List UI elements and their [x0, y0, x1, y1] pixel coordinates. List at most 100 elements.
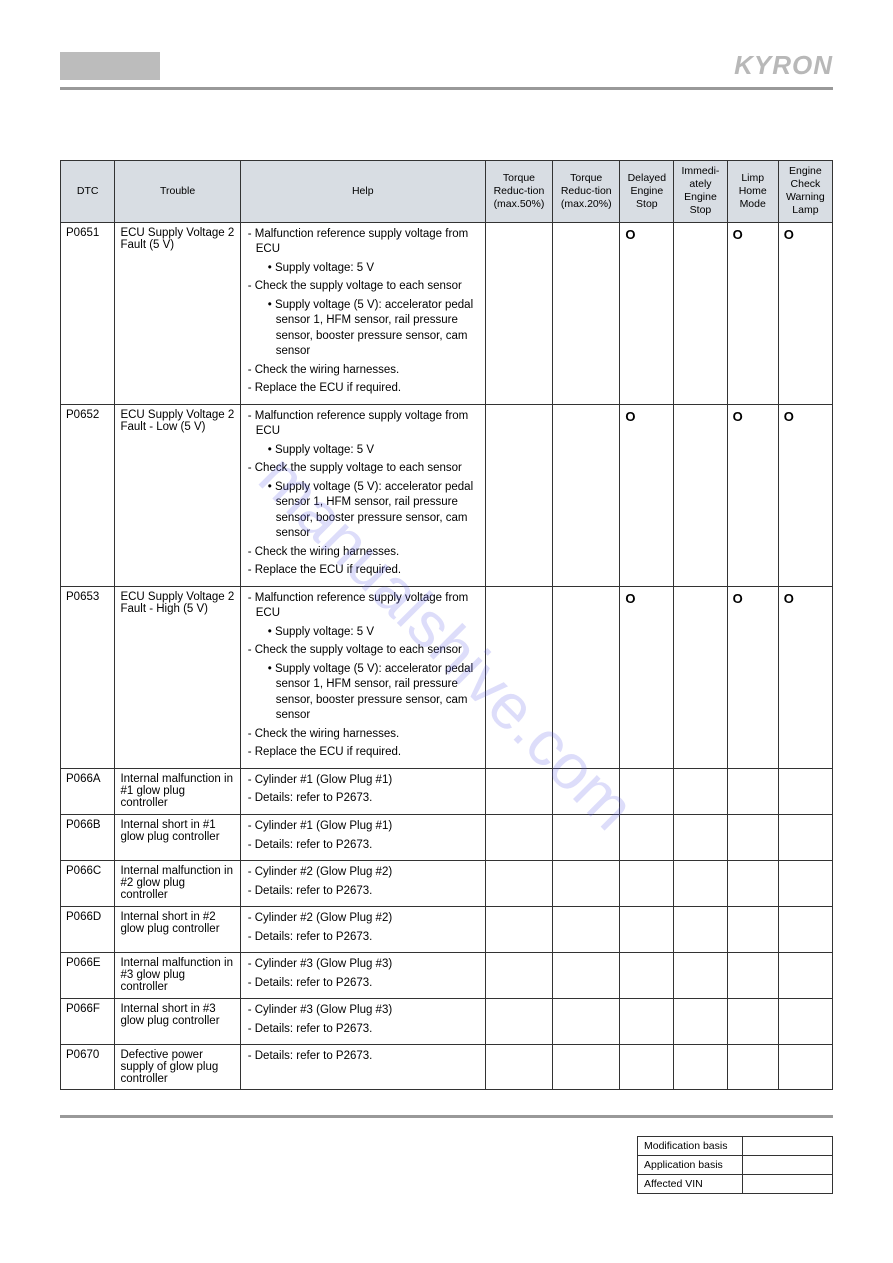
cell-flag — [778, 768, 832, 814]
cell-help: Cylinder #1 (Glow Plug #1) Details: refer… — [240, 768, 485, 814]
cell-flag — [553, 1045, 620, 1090]
cell-flag — [620, 768, 674, 814]
cell-flag: O — [727, 404, 778, 586]
cell-flag — [727, 768, 778, 814]
cell-flag: O — [778, 222, 832, 404]
help-subitem: Supply voltage (5 V): accelerator pedal … — [266, 298, 480, 360]
cell-trouble: Defective power supply of glow plug cont… — [115, 1045, 240, 1090]
cell-flag — [620, 861, 674, 907]
cell-flag — [727, 1045, 778, 1090]
help-item: Malfunction reference supply voltage fro… — [246, 409, 480, 459]
help-item: Check the wiring harnesses. — [246, 545, 480, 561]
th-trouble: Trouble — [115, 161, 240, 223]
cell-flag — [778, 815, 832, 861]
help-item: Replace the ECU if required. — [246, 745, 480, 761]
help-item: Details: refer to P2673. — [246, 884, 480, 900]
page-header: KYRON — [60, 50, 833, 90]
cell-flag — [620, 815, 674, 861]
cell-flag — [553, 999, 620, 1045]
table-header-row: DTC Trouble Help Torque Reduc-tion (max.… — [61, 161, 833, 223]
cell-flag — [485, 586, 552, 768]
th-limp: Limp Home Mode — [727, 161, 778, 223]
cell-flag — [727, 999, 778, 1045]
help-item: Cylinder #1 (Glow Plug #1) — [246, 819, 480, 835]
table-row: P066EInternal malfunction in #3 glow plu… — [61, 953, 833, 999]
cell-flag — [778, 953, 832, 999]
cell-flag — [727, 907, 778, 953]
help-item: Cylinder #1 (Glow Plug #1) — [246, 773, 480, 789]
cell-trouble: ECU Supply Voltage 2 Fault (5 V) — [115, 222, 240, 404]
cell-flag — [553, 815, 620, 861]
help-item: Details: refer to P2673. — [246, 791, 480, 807]
cell-flag — [485, 907, 552, 953]
cell-flag — [778, 861, 832, 907]
cell-flag — [553, 768, 620, 814]
th-help: Help — [240, 161, 485, 223]
help-subitem: Supply voltage: 5 V — [266, 625, 480, 641]
help-item: Cylinder #2 (Glow Plug #2) — [246, 865, 480, 881]
cell-dtc: P0651 — [61, 222, 115, 404]
cell-help: Malfunction reference supply voltage fro… — [240, 222, 485, 404]
header-block — [60, 52, 160, 80]
footer-app-val — [743, 1156, 833, 1175]
cell-flag — [674, 222, 727, 404]
help-item: Check the wiring harnesses. — [246, 363, 480, 379]
help-item: Replace the ECU if required. — [246, 563, 480, 579]
table-row: P066BInternal short in #1 glow plug cont… — [61, 815, 833, 861]
help-item: Check the wiring harnesses. — [246, 727, 480, 743]
cell-dtc: P066B — [61, 815, 115, 861]
cell-flag — [674, 999, 727, 1045]
footer-row: Application basis — [638, 1156, 833, 1175]
table-row: P066AInternal malfunction in #1 glow plu… — [61, 768, 833, 814]
cell-flag — [485, 815, 552, 861]
cell-flag — [620, 1045, 674, 1090]
cell-flag — [727, 815, 778, 861]
cell-dtc: P0653 — [61, 586, 115, 768]
cell-flag — [485, 953, 552, 999]
cell-flag — [620, 907, 674, 953]
help-item: Check the supply voltage to each sensorS… — [246, 279, 480, 360]
footer-row: Affected VIN — [638, 1175, 833, 1194]
help-subitem: Supply voltage (5 V): accelerator pedal … — [266, 662, 480, 724]
cell-trouble: ECU Supply Voltage 2 Fault - Low (5 V) — [115, 404, 240, 586]
cell-help: Cylinder #3 (Glow Plug #3)Details: refer… — [240, 999, 485, 1045]
table-row: P066DInternal short in #2 glow plug cont… — [61, 907, 833, 953]
help-item: Malfunction reference supply voltage fro… — [246, 591, 480, 641]
table-row: P0651ECU Supply Voltage 2 Fault (5 V)Mal… — [61, 222, 833, 404]
dtc-table: DTC Trouble Help Torque Reduc-tion (max.… — [60, 160, 833, 1090]
table-row: P0652ECU Supply Voltage 2 Fault - Low (5… — [61, 404, 833, 586]
cell-dtc: P066C — [61, 861, 115, 907]
footer-row: Modification basis — [638, 1137, 833, 1156]
cell-dtc: P066F — [61, 999, 115, 1045]
cell-flag — [674, 404, 727, 586]
help-subitem: Supply voltage: 5 V — [266, 443, 480, 459]
table-row: P0670Defective power supply of glow plug… — [61, 1045, 833, 1090]
cell-flag — [485, 768, 552, 814]
cell-flag — [620, 999, 674, 1045]
help-item: Malfunction reference supply voltage fro… — [246, 227, 480, 277]
cell-flag — [553, 953, 620, 999]
footer-vin-label: Affected VIN — [638, 1175, 743, 1194]
cell-dtc: P0670 — [61, 1045, 115, 1090]
footer-mod-label: Modification basis — [638, 1137, 743, 1156]
cell-help: Cylinder #2 (Glow Plug #2) Details: refer… — [240, 861, 485, 907]
help-item: Details: refer to P2673. — [246, 838, 480, 854]
cell-flag — [485, 861, 552, 907]
cell-help: Cylinder #1 (Glow Plug #1) Details: refer… — [240, 815, 485, 861]
cell-flag — [778, 999, 832, 1045]
cell-flag — [674, 768, 727, 814]
cell-flag: O — [620, 222, 674, 404]
footer-mod-val — [743, 1137, 833, 1156]
help-subitem: Supply voltage: 5 V — [266, 261, 480, 277]
cell-help: Details: refer to P2673. — [240, 1045, 485, 1090]
cell-flag — [553, 586, 620, 768]
cell-trouble: ECU Supply Voltage 2 Fault - High (5 V) — [115, 586, 240, 768]
brand-logo: KYRON — [734, 50, 833, 81]
cell-flag: O — [778, 404, 832, 586]
th-tr50: Torque Reduc-tion (max.50%) — [485, 161, 552, 223]
cell-flag — [674, 861, 727, 907]
cell-flag — [553, 907, 620, 953]
cell-trouble: Internal short in #2 glow plug controlle… — [115, 907, 240, 953]
help-item: Check the supply voltage to each sensorS… — [246, 643, 480, 724]
cell-dtc: P066A — [61, 768, 115, 814]
